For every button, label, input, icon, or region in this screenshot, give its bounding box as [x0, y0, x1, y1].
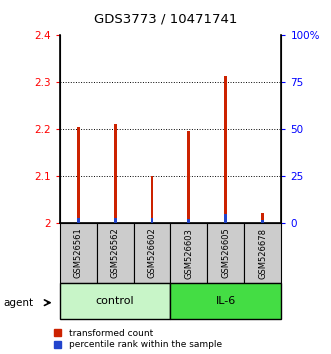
Text: GSM526678: GSM526678 [259, 228, 267, 279]
Text: control: control [96, 296, 134, 306]
Legend: transformed count, percentile rank within the sample: transformed count, percentile rank withi… [54, 329, 222, 349]
Bar [170, 223, 208, 283]
Bar [60, 283, 170, 319]
Bar [114, 218, 117, 223]
Text: GSM526605: GSM526605 [221, 228, 230, 279]
Bar [261, 219, 264, 223]
Bar [261, 213, 264, 223]
Bar [224, 76, 227, 223]
Text: GSM526562: GSM526562 [111, 228, 119, 279]
Bar [170, 283, 281, 319]
Bar [244, 223, 281, 283]
Bar [97, 223, 133, 283]
Bar [114, 124, 117, 223]
Bar [151, 218, 154, 223]
Bar [133, 223, 170, 283]
Bar [76, 127, 79, 223]
Text: GDS3773 / 10471741: GDS3773 / 10471741 [94, 13, 237, 26]
Bar [187, 219, 190, 223]
Text: GSM526561: GSM526561 [73, 228, 82, 279]
Bar [76, 218, 79, 223]
Text: agent: agent [3, 298, 33, 308]
Bar [187, 131, 190, 223]
Bar [151, 176, 154, 223]
Text: IL-6: IL-6 [216, 296, 236, 306]
Bar [60, 223, 97, 283]
Text: GSM526602: GSM526602 [148, 228, 157, 279]
Text: GSM526603: GSM526603 [184, 228, 193, 279]
Bar [208, 223, 244, 283]
Bar [224, 213, 227, 223]
